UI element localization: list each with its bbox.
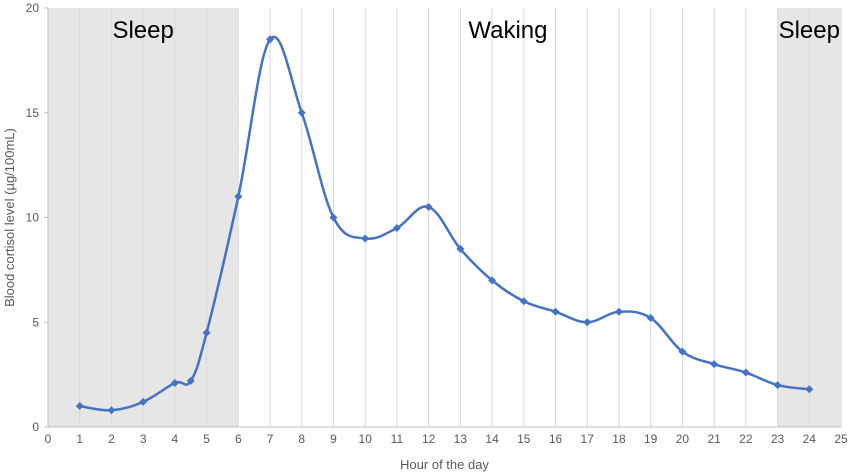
x-tick-label: 14 <box>485 432 499 446</box>
data-point <box>75 402 84 411</box>
data-point <box>107 406 116 415</box>
x-tick-label: 24 <box>803 432 817 446</box>
x-tick-label: 0 <box>45 432 52 446</box>
data-point <box>424 203 433 212</box>
x-tick-label: 7 <box>267 432 274 446</box>
x-tick-label: 11 <box>391 432 404 446</box>
series-layer <box>75 35 814 415</box>
data-point <box>773 381 782 390</box>
gridlines <box>79 8 842 427</box>
data-point <box>202 328 211 337</box>
x-tick-label: 12 <box>422 432 436 446</box>
data-point <box>297 108 306 117</box>
x-axis-title: Hour of the day <box>400 457 489 472</box>
x-tick-label: 22 <box>739 432 753 446</box>
y-tick-label: 0 <box>32 420 39 434</box>
data-point <box>519 297 528 306</box>
x-tick-label: 16 <box>549 432 563 446</box>
data-point <box>456 244 465 253</box>
data-point <box>710 360 719 369</box>
x-tick-label: 8 <box>298 432 305 446</box>
x-tick-label: 4 <box>172 432 179 446</box>
y-tick-label: 15 <box>26 106 40 120</box>
data-point <box>392 223 401 232</box>
y-tick-label: 20 <box>26 1 40 15</box>
data-point <box>361 234 370 243</box>
data-point <box>646 314 655 323</box>
x-tick-label: 21 <box>707 432 721 446</box>
data-point <box>805 385 814 394</box>
data-point <box>139 397 148 406</box>
x-tick-label: 6 <box>235 432 242 446</box>
data-point <box>614 307 623 316</box>
data-point <box>266 35 275 44</box>
data-point <box>234 192 243 201</box>
x-tick-label: 3 <box>140 432 147 446</box>
x-tick-label: 19 <box>644 432 658 446</box>
x-tick-label: 18 <box>612 432 626 446</box>
x-tick-label: 17 <box>581 432 595 446</box>
data-point <box>741 368 750 377</box>
data-point <box>186 376 195 385</box>
x-tick-label: 1 <box>76 432 83 446</box>
series-line <box>79 35 810 412</box>
y-tick-label: 10 <box>26 211 40 225</box>
x-tick-label: 5 <box>203 432 210 446</box>
data-point <box>678 347 687 356</box>
data-point <box>583 318 592 327</box>
labels: Sleep Waking Sleep <box>112 17 840 44</box>
region-label: Sleep <box>112 17 173 44</box>
y-tick-label: 5 <box>32 315 39 329</box>
sleep-shading <box>48 8 841 427</box>
x-tick-label: 2 <box>108 432 115 446</box>
x-tick-label: 10 <box>359 432 373 446</box>
region-label: Sleep <box>779 17 840 44</box>
data-point <box>329 213 338 222</box>
region-label: Waking <box>468 17 547 44</box>
data-point <box>170 379 179 388</box>
x-tick-label: 20 <box>676 432 690 446</box>
x-tick-label: 25 <box>834 432 848 446</box>
x-tick-label: 15 <box>517 432 531 446</box>
data-point <box>551 307 560 316</box>
y-axis-title: Blood cortisol level (µg/100mL) <box>2 128 17 307</box>
x-tick-label: 23 <box>771 432 785 446</box>
x-tick-label: 13 <box>454 432 468 446</box>
data-point <box>488 276 497 285</box>
x-tick-label: 9 <box>330 432 337 446</box>
